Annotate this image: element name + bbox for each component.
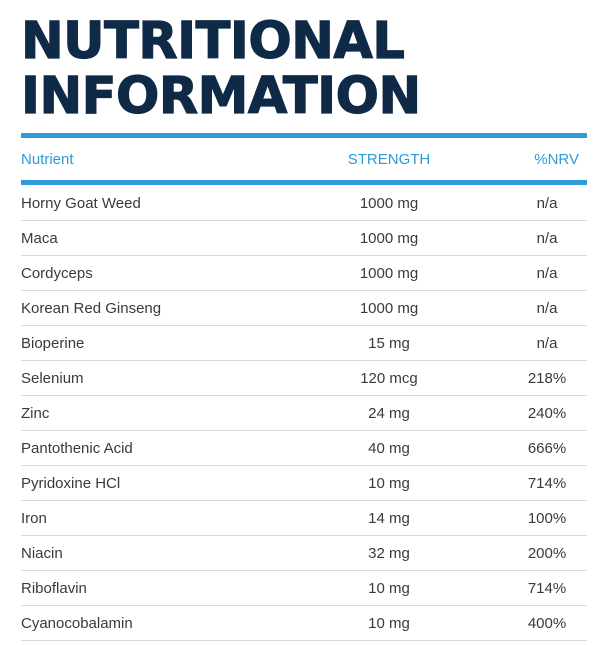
cell-nutrient: Selenium (21, 369, 84, 387)
table-header-row: Nutrient STRENGTH %NRV (21, 138, 587, 180)
cell-nutrient: Korean Red Ginseng (21, 299, 162, 317)
cell-nrv: n/a (536, 264, 558, 282)
cell-nrv: 200% (527, 544, 567, 562)
cell-nrv: n/a (536, 229, 558, 247)
cell-strength: 120 mcg (360, 369, 418, 387)
cell-strength: 10 mg (368, 474, 410, 492)
cell-nutrient: Cordyceps (21, 264, 93, 282)
table-row: Cyanocobalamin 10 mg 400% (21, 606, 587, 641)
table-row: Iron 14 mg 100% (21, 501, 587, 536)
cell-strength: 10 mg (368, 579, 410, 597)
cell-strength: 15 mg (368, 334, 410, 352)
cell-nutrient: Iron (21, 509, 47, 527)
cell-strength: 1000 mg (359, 264, 419, 282)
title-line-2: INFORMATION (20, 67, 421, 126)
table-row: Korean Red Ginseng 1000 mg n/a (21, 291, 587, 326)
cell-nrv: 714% (527, 579, 567, 597)
table-row: Horny Goat Weed 1000 mg n/a (21, 186, 587, 221)
cell-nrv: 100% (527, 509, 567, 527)
table-row: Bioperine 15 mg n/a (21, 326, 587, 361)
cell-nutrient: Riboflavin (21, 579, 87, 597)
table-row: Cordyceps 1000 mg n/a (21, 256, 587, 291)
table-row: Maca 1000 mg n/a (21, 221, 587, 256)
cell-strength: 10 mg (368, 614, 410, 632)
cell-nrv: n/a (536, 194, 558, 212)
table-row: Zinc 24 mg 240% (21, 396, 587, 431)
table-row: Pyridoxine HCl 10 mg 714% (21, 466, 587, 501)
nutrition-panel: NUTRITIONAL INFORMATION Nutrient STRENGT… (20, 0, 587, 641)
table-row: Riboflavin 10 mg 714% (21, 571, 587, 606)
cell-strength: 1000 mg (359, 229, 419, 247)
cell-nutrient: Bioperine (21, 334, 85, 352)
cell-nutrient: Zinc (21, 404, 50, 422)
table-top-rule (21, 133, 587, 138)
cell-nrv: n/a (536, 334, 558, 352)
cell-strength: 1000 mg (359, 194, 419, 212)
nutrition-table: Nutrient STRENGTH %NRV Horny Goat Weed 10… (21, 133, 587, 641)
cell-strength: 14 mg (368, 509, 410, 527)
header-strength: STRENGTH (347, 150, 431, 168)
cell-nutrient: Pyridoxine HCl (21, 474, 121, 492)
cell-nutrient: Pantothenic Acid (21, 439, 133, 457)
cell-nrv: 666% (527, 439, 567, 457)
table-header-rule (21, 180, 587, 185)
cell-nutrient: Horny Goat Weed (21, 194, 141, 212)
cell-strength: 40 mg (368, 439, 410, 457)
table-row: Selenium 120 mcg 218% (21, 361, 587, 396)
cell-nrv: 240% (527, 404, 567, 422)
cell-nrv: n/a (536, 299, 558, 317)
cell-nutrient: Niacin (21, 544, 63, 562)
table-row: Niacin 32 mg 200% (21, 536, 587, 571)
cell-nutrient: Cyanocobalamin (21, 614, 133, 632)
table-body: Horny Goat Weed 1000 mg n/a Maca 1000 mg n/a C… (21, 186, 587, 641)
cell-strength: 32 mg (368, 544, 410, 562)
page-title: NUTRITIONAL INFORMATION (20, 0, 587, 126)
cell-nrv: 218% (527, 369, 567, 387)
cell-nrv: 400% (527, 614, 567, 632)
title-line-1: NUTRITIONAL (20, 12, 405, 71)
cell-strength: 1000 mg (359, 299, 419, 317)
header-nrv: %NRV (534, 150, 579, 168)
table-row: Pantothenic Acid 40 mg 666% (21, 431, 587, 466)
header-nutrient: Nutrient (21, 150, 74, 168)
cell-nrv: 714% (527, 474, 567, 492)
cell-nutrient: Maca (21, 229, 58, 247)
cell-strength: 24 mg (368, 404, 410, 422)
